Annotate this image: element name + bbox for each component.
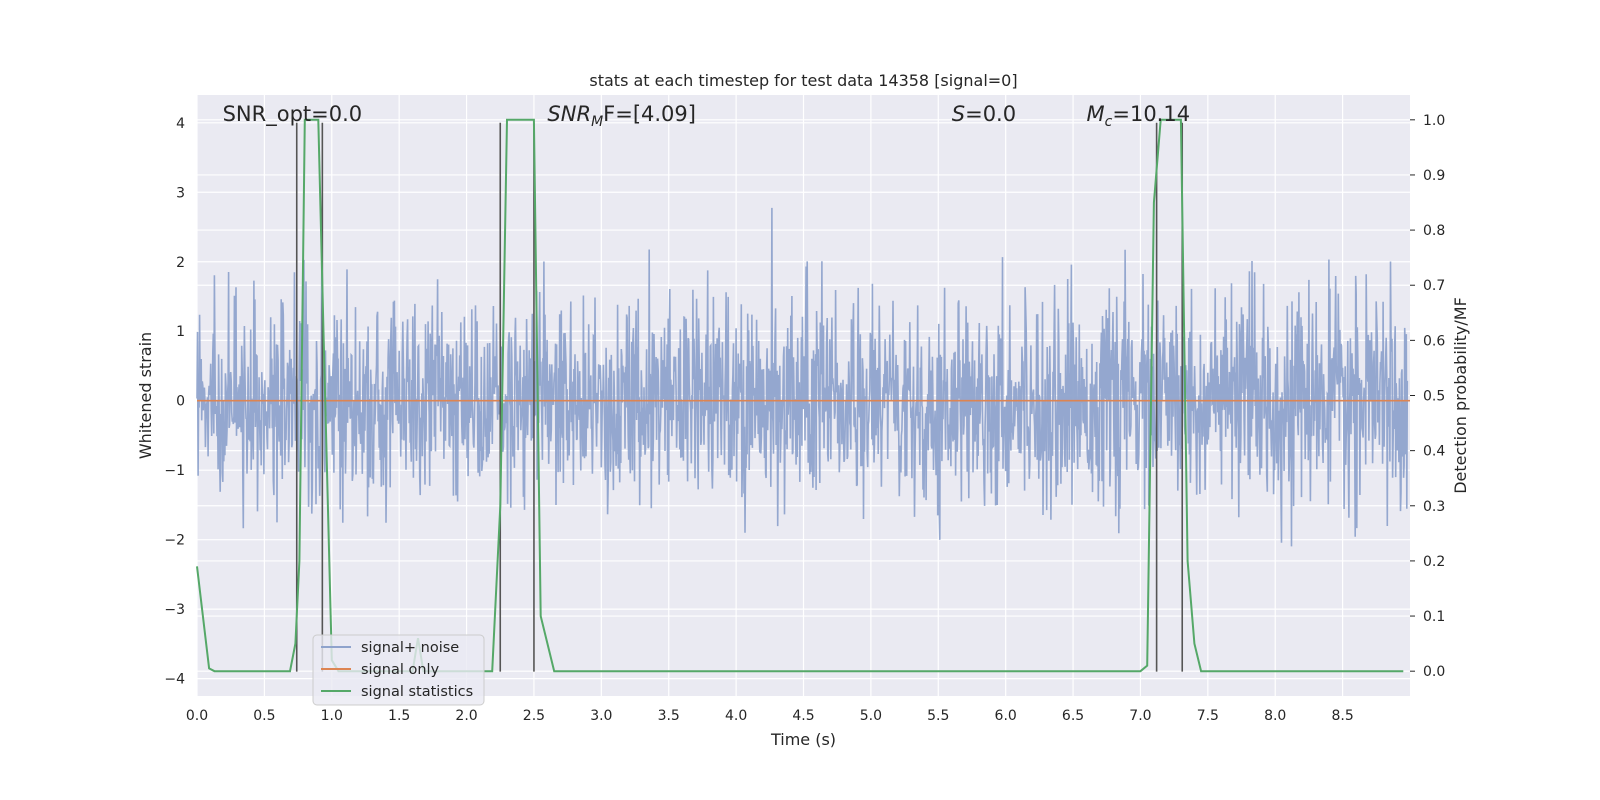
y2-tick-label: 0.7 bbox=[1423, 278, 1445, 294]
annotation: SNR_opt=0.0 bbox=[223, 102, 363, 127]
annotation: SNRMF=[4.09] bbox=[547, 102, 696, 130]
y2-tick-label: 0.2 bbox=[1423, 554, 1445, 570]
annotation-text: =10.14 bbox=[1112, 102, 1190, 126]
legend-box bbox=[312, 634, 485, 706]
y2-tick-label: 0.1 bbox=[1423, 609, 1445, 625]
x-tick-label: 6.5 bbox=[1062, 708, 1084, 724]
y-tick-label: 0 bbox=[176, 394, 185, 410]
y-tick-label: −1 bbox=[164, 463, 185, 479]
x-tick-label: 5.5 bbox=[927, 708, 949, 724]
x-tick-label: 2.0 bbox=[455, 708, 477, 724]
annotation-symbol: M bbox=[1087, 102, 1105, 126]
legend: signal+ noise signal only signal statistic… bbox=[312, 634, 485, 706]
legend-entry: signal statistics bbox=[361, 684, 473, 700]
signal-noise-line bbox=[196, 207, 1409, 547]
chart-title: stats at each timestep for test data 143… bbox=[589, 71, 1017, 90]
x-tick-label: 5.0 bbox=[860, 708, 882, 724]
y2-tick-label: 0.9 bbox=[1423, 168, 1445, 184]
x-tick-label: 6.0 bbox=[995, 708, 1017, 724]
y2-tick-label: 0.8 bbox=[1423, 223, 1445, 239]
annotation-subscript: M bbox=[591, 114, 603, 130]
x-tick-label: 1.0 bbox=[321, 708, 343, 724]
x-tick-label: 4.0 bbox=[725, 708, 747, 724]
legend-entry: signal only bbox=[361, 662, 440, 678]
y2-tick-label: 0.6 bbox=[1423, 333, 1445, 349]
y-tick-label: −4 bbox=[164, 672, 185, 688]
x-tick-label: 4.5 bbox=[792, 708, 814, 724]
y-tick-label: 3 bbox=[176, 185, 185, 201]
y2-tick-label: 0.5 bbox=[1423, 389, 1445, 405]
x-tick-label: 0.5 bbox=[253, 708, 275, 724]
annotation-text: SNR_opt=0.0 bbox=[223, 102, 363, 127]
y2-tick-label: 1.0 bbox=[1423, 113, 1445, 129]
series-signal-noise bbox=[196, 207, 1409, 547]
annotation-text: F=[4.09] bbox=[603, 102, 696, 126]
axis-ticks: 0.0 0.5 1.0 1.5 2.0 2.5 3.0 3.5 4.0 4.5 5.0 5.5 6.0 6… bbox=[164, 113, 1445, 724]
y-tick-label: 2 bbox=[176, 255, 185, 271]
signal-statistics-line bbox=[196, 118, 1404, 673]
x-tick-label: 3.0 bbox=[590, 708, 612, 724]
y-tick-label: 4 bbox=[176, 116, 185, 132]
x-tick-label: 7.5 bbox=[1197, 708, 1219, 724]
x-tick-label: 2.5 bbox=[523, 708, 545, 724]
x-tick-label: 3.5 bbox=[658, 708, 680, 724]
x-tick-label: 0.0 bbox=[186, 708, 208, 724]
annotation: Mc=10.14 bbox=[1087, 102, 1191, 130]
series-signal-statistics bbox=[196, 118, 1404, 673]
legend-entry: signal+ noise bbox=[361, 640, 459, 656]
y2-tick-label: 0.3 bbox=[1423, 499, 1445, 515]
x-tick-label: 8.0 bbox=[1264, 708, 1286, 724]
annotations: SNR_opt=0.0 SNRMF=[4.09] S=0.0 Mc=10.14 bbox=[223, 102, 1190, 130]
x-tick-label: 1.5 bbox=[388, 708, 410, 724]
annotation-text: =0.0 bbox=[965, 102, 1016, 126]
y-axis-label: Whitened strain bbox=[136, 332, 155, 459]
annotation-symbol: S bbox=[952, 102, 965, 126]
y-tick-label: 1 bbox=[176, 324, 185, 340]
annotation-symbol: SNR bbox=[547, 102, 591, 126]
x-axis-label: Time (s) bbox=[770, 730, 836, 749]
y2-tick-label: 0.4 bbox=[1423, 444, 1445, 460]
y2-tick-label: 0.0 bbox=[1423, 664, 1445, 680]
annotation-subscript: c bbox=[1105, 114, 1113, 130]
y2-axis-label: Detection probability/MF bbox=[1451, 297, 1470, 494]
y-tick-label: −2 bbox=[164, 533, 185, 549]
x-tick-label: 8.5 bbox=[1331, 708, 1353, 724]
annotation: S=0.0 bbox=[952, 102, 1016, 126]
y-tick-label: −3 bbox=[164, 602, 185, 618]
x-tick-label: 7.0 bbox=[1129, 708, 1151, 724]
